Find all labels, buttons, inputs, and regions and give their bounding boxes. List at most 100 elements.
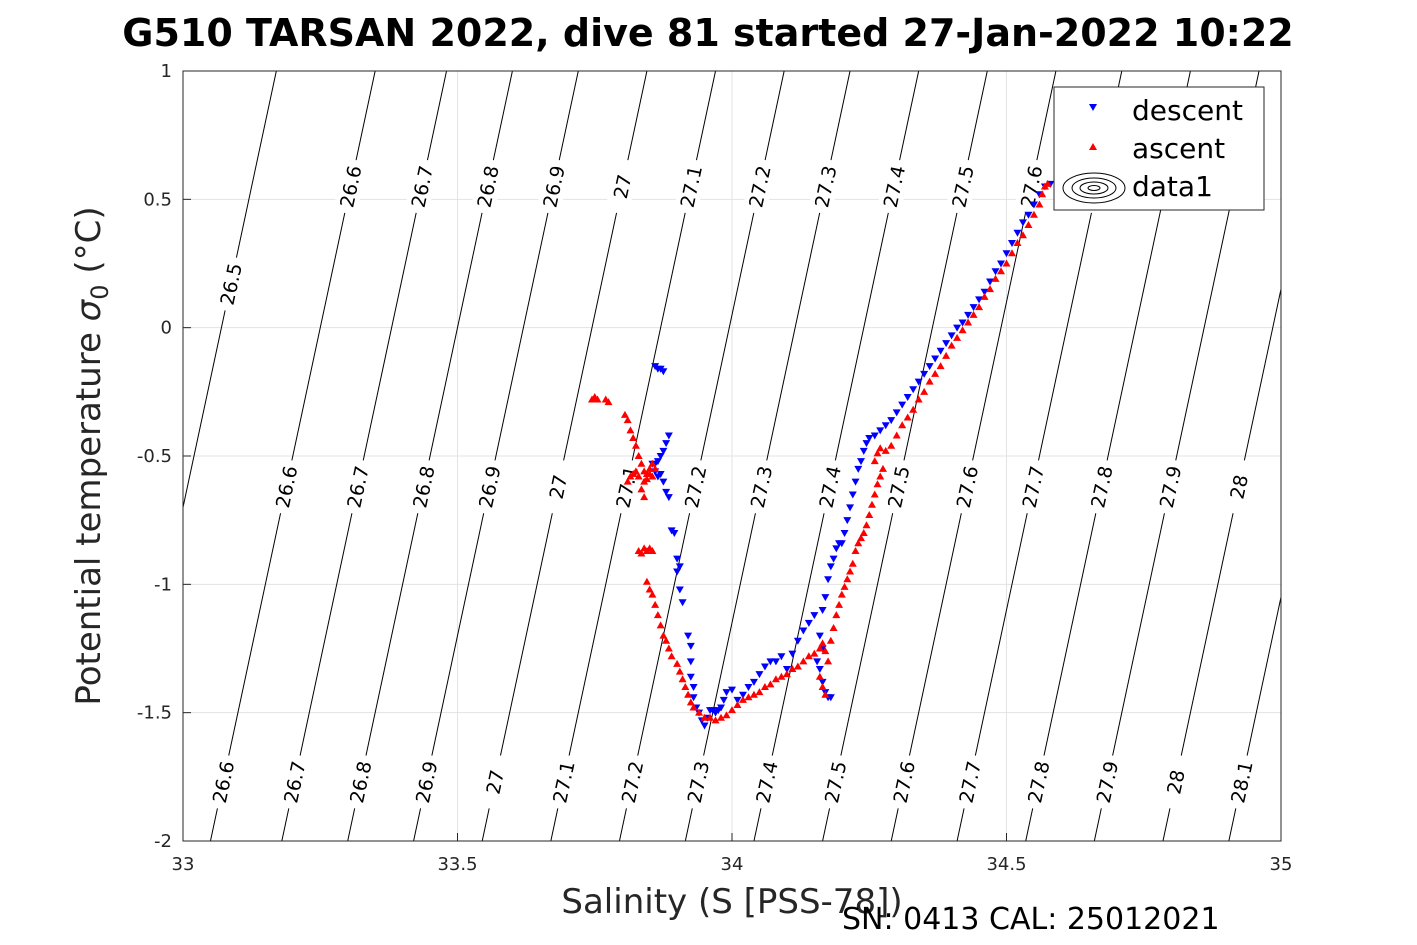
descent-point xyxy=(876,427,885,435)
descent-point xyxy=(1007,239,1016,247)
isopycnal-label-bg xyxy=(1013,157,1049,216)
isopycnal-label-bg xyxy=(205,753,241,811)
descent-point xyxy=(975,296,984,304)
descent-point xyxy=(859,447,868,455)
ascent-point xyxy=(1038,190,1047,198)
ascent-point xyxy=(980,292,989,300)
isopycnal-label-bg xyxy=(470,157,506,216)
ascent-point xyxy=(626,426,635,434)
descent-point xyxy=(892,409,901,417)
ascent-point xyxy=(629,434,638,442)
descent-point xyxy=(719,696,728,704)
ascent-point xyxy=(711,716,720,724)
descent-point xyxy=(673,555,682,563)
descent-point xyxy=(898,401,907,409)
descent-point xyxy=(766,658,775,666)
ascent-point xyxy=(873,480,882,488)
ascent-point xyxy=(645,585,654,593)
ascent-point xyxy=(832,611,841,619)
descent-point xyxy=(818,607,827,614)
descent-point xyxy=(870,432,879,440)
isopycnal-label-bg xyxy=(812,457,848,516)
descent-point xyxy=(733,696,742,704)
ascent-point xyxy=(878,464,887,472)
ascent-point xyxy=(804,652,813,660)
descent-point xyxy=(678,599,687,607)
descent-point xyxy=(818,678,827,686)
ascent-point xyxy=(920,387,929,395)
descent-point xyxy=(662,440,671,448)
isopycnal-label-bg xyxy=(949,457,985,516)
ascent-point xyxy=(903,413,912,421)
ascent-point xyxy=(637,485,646,493)
isopycnal-label-bg xyxy=(742,157,777,216)
ascent-point xyxy=(728,706,736,714)
descent-point xyxy=(771,658,780,666)
ascent-point xyxy=(678,675,687,683)
ascent-point xyxy=(686,698,695,706)
ascent-point xyxy=(766,680,775,688)
legend-descent-label: descent xyxy=(1132,94,1243,127)
descent-point xyxy=(700,722,709,730)
ascent-point xyxy=(640,493,649,501)
isopycnal-label-bg xyxy=(673,157,709,216)
y-axis-ticks: -2 -1.5 -1 -0.5 0 0.5 1 xyxy=(137,61,191,852)
isopycnal-label-bg xyxy=(1084,457,1119,516)
serial-calibration-footer: SN: 0413 CAL: 25012021 xyxy=(842,902,1220,937)
ascent-point xyxy=(857,534,866,542)
descent-point xyxy=(837,540,846,548)
ascent-point xyxy=(651,600,660,608)
isopycnal-label-bg xyxy=(277,753,312,811)
ascent-point xyxy=(821,647,830,655)
ascent-point xyxy=(969,310,978,318)
legend-data1-label: data1 xyxy=(1132,170,1213,203)
x-tick-label: 33.5 xyxy=(437,854,477,875)
ascent-point xyxy=(667,652,676,660)
isopycnal-label: 28 xyxy=(1163,768,1190,796)
descent-point xyxy=(843,517,852,525)
ascent-point xyxy=(623,477,632,485)
ascent-point xyxy=(749,690,758,698)
descent-point xyxy=(728,686,736,694)
ascent-point xyxy=(631,441,640,449)
ascent-point xyxy=(593,395,602,403)
descent-point xyxy=(722,689,731,697)
descent-point xyxy=(686,673,695,681)
ascent-point xyxy=(810,649,819,657)
ascent-point xyxy=(925,377,934,385)
descent-point xyxy=(848,491,857,499)
isopycnal-label-bg xyxy=(1089,753,1125,811)
ascent-point xyxy=(947,341,956,349)
ascent-point xyxy=(675,667,684,675)
ascent-point xyxy=(634,472,643,480)
ascent-point xyxy=(909,405,918,413)
ascent-point xyxy=(997,267,1006,275)
ascent-point xyxy=(865,511,874,519)
y-tick-label: 0 xyxy=(161,318,172,339)
descent-point xyxy=(964,311,973,319)
ascent-point xyxy=(782,670,791,678)
descent-point xyxy=(862,440,871,448)
ascent-point xyxy=(648,546,657,554)
descent-point xyxy=(829,555,838,563)
isopycnal-label-bg xyxy=(342,753,378,811)
ascent-point xyxy=(826,636,835,644)
ascent-point xyxy=(975,303,984,311)
ascent-point xyxy=(887,441,896,449)
ascent-point xyxy=(604,398,613,406)
isopycnal-label-bg xyxy=(1221,457,1257,516)
x-tick-label: 34 xyxy=(721,854,744,875)
ascent-point xyxy=(733,700,742,708)
ascent-point xyxy=(843,575,852,583)
ascent-point xyxy=(859,529,868,536)
ascent-point xyxy=(755,688,764,696)
isopycnal-label-bg xyxy=(1020,753,1056,811)
isopycnal-label: 28 xyxy=(1226,473,1253,501)
ascent-point xyxy=(958,326,967,334)
ascent-point xyxy=(953,333,962,341)
descent-point xyxy=(815,666,824,674)
ascent-point xyxy=(818,683,827,690)
ascent-point xyxy=(793,662,802,670)
descent-point xyxy=(840,530,849,537)
isopycnal-label-bg xyxy=(546,753,581,811)
